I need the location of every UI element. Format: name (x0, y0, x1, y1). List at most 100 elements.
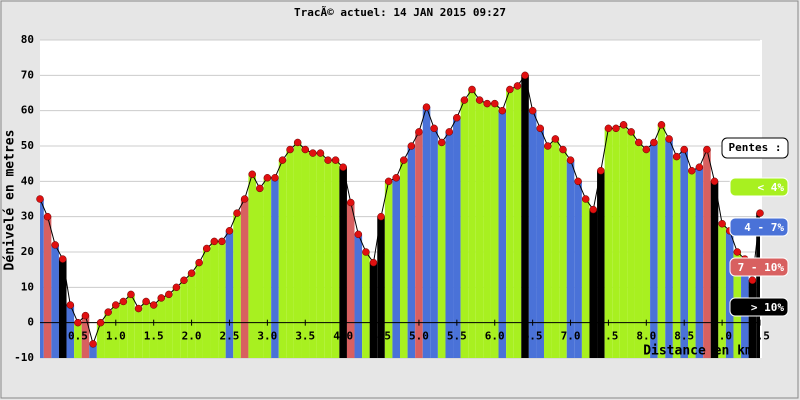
bar (437, 142, 446, 358)
point (165, 290, 173, 299)
point (74, 318, 82, 327)
point (286, 145, 294, 154)
point (218, 237, 226, 246)
point (612, 124, 620, 133)
legend-swatch (729, 217, 789, 237)
bar (536, 128, 544, 358)
point (619, 121, 628, 129)
point (672, 152, 681, 161)
bar (756, 213, 760, 358)
point (362, 248, 370, 256)
bar (362, 252, 370, 358)
legend-label: 4 - 7% (744, 221, 784, 234)
bar (112, 305, 120, 358)
y-tick-label: 0 (27, 316, 34, 329)
bar (400, 160, 408, 358)
point (210, 237, 219, 246)
point (733, 248, 742, 256)
x-tick-label: 3.5 (295, 330, 315, 343)
point (483, 99, 491, 108)
point (498, 106, 507, 115)
bar (165, 294, 173, 358)
bar (301, 149, 310, 358)
point (256, 184, 264, 193)
bar (180, 280, 188, 358)
y-tick-label: 40 (21, 174, 34, 187)
point (384, 177, 393, 186)
bar (331, 160, 340, 358)
bar (316, 153, 325, 358)
point (66, 301, 75, 309)
bar (293, 142, 302, 358)
bar (58, 259, 67, 358)
point (225, 227, 234, 235)
point (680, 145, 688, 154)
point (58, 255, 67, 263)
bar (324, 160, 332, 358)
bar (104, 312, 112, 358)
bar (407, 146, 416, 358)
bar (256, 188, 264, 358)
point (468, 85, 476, 94)
bar (589, 209, 598, 358)
bar (339, 167, 347, 358)
bar (725, 230, 734, 358)
bar (195, 262, 203, 358)
bar (286, 149, 294, 358)
legend-swatch (729, 297, 789, 317)
bar (566, 160, 575, 358)
bar (710, 181, 719, 358)
x-tick-label: 2.5 (220, 330, 240, 343)
point (233, 209, 241, 217)
y-tick-label: -10 (14, 351, 34, 364)
y-tick-label: 60 (21, 104, 34, 117)
point (248, 170, 256, 179)
bar (445, 131, 454, 358)
point (346, 198, 355, 207)
bar (528, 110, 537, 359)
bar (149, 305, 158, 358)
bar (544, 146, 552, 358)
point (104, 308, 112, 316)
point (316, 149, 325, 157)
point (657, 121, 666, 129)
bar (665, 138, 673, 358)
point (202, 244, 211, 253)
x-tick-label: 9.5 (750, 330, 770, 343)
point (506, 85, 514, 94)
y-tick-label: 50 (21, 139, 34, 152)
y-tick-label: 20 (21, 245, 34, 258)
point (96, 318, 105, 327)
x-tick-label: 8.5 (674, 330, 694, 343)
point (445, 128, 454, 136)
bar (225, 230, 234, 358)
x-tick-label: 9.0 (712, 330, 732, 343)
bar (634, 142, 643, 358)
bar (377, 216, 385, 358)
point (142, 297, 150, 306)
point (157, 294, 166, 302)
point (589, 205, 598, 214)
bar (559, 149, 567, 358)
bar (551, 138, 560, 358)
point (430, 124, 438, 133)
point (407, 142, 416, 150)
point (271, 174, 279, 182)
bar (415, 131, 423, 358)
bar (672, 156, 681, 358)
point (422, 103, 431, 111)
bar (51, 244, 59, 358)
point (339, 163, 347, 171)
point (240, 195, 249, 203)
bar (202, 248, 211, 358)
point (710, 177, 719, 186)
bar (346, 202, 355, 358)
x-tick-label: 6.0 (485, 330, 505, 343)
point (581, 195, 590, 203)
legend-label: > 10% (751, 301, 784, 314)
point (36, 195, 44, 203)
bar (157, 297, 166, 358)
bar (460, 100, 469, 359)
bar (703, 149, 711, 358)
point (597, 166, 605, 175)
